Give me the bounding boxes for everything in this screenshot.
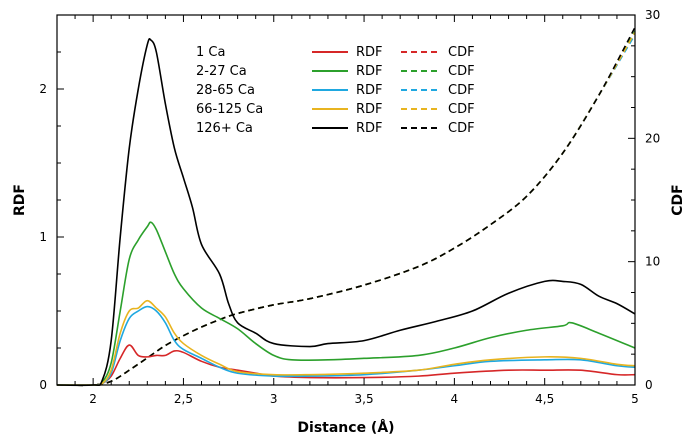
y-right-tick-label: 20 <box>645 131 660 145</box>
legend-cdf-label-126plus-ca: CDF <box>448 121 475 136</box>
y-left-tick-label: 0 <box>39 378 47 392</box>
legend-label-28-65-ca: 28-65 Ca <box>196 83 255 98</box>
axis-ticks <box>56 14 636 386</box>
legend-rdf-label-2-27-ca: RDF <box>356 64 383 79</box>
y-right-tick-label: 10 <box>645 255 660 269</box>
legend-rdf-label-126plus-ca: RDF <box>356 121 383 136</box>
x-tick-label: 3 <box>270 392 278 406</box>
y-axis-right-title: CDF <box>670 184 684 215</box>
legend: 1 Ca RDF CDF 2-27 Ca RDF CDF 28-65 Ca RDF CDF 66-… <box>196 45 475 136</box>
x-tick-label: 2 <box>89 392 97 406</box>
x-tick-label: 5 <box>631 392 639 406</box>
rdf-line-2-27-ca <box>56 221 636 387</box>
legend-cdf-label-2-27-ca: CDF <box>448 64 475 79</box>
plot-series <box>56 26 636 387</box>
rdf-line-28-65-ca <box>56 305 636 386</box>
x-tick-label: 2,5 <box>174 392 193 406</box>
x-tick-label: 4 <box>451 392 459 406</box>
legend-label-1-ca: 1 Ca <box>196 45 225 60</box>
x-axis-title: Distance (Å) <box>297 419 394 436</box>
legend-cdf-label-28-65-ca: CDF <box>448 83 475 98</box>
y-left-tick-label: 2 <box>39 82 47 96</box>
legend-label-2-27-ca: 2-27 Ca <box>196 64 247 79</box>
cdf-line-126plus-ca <box>56 26 636 387</box>
y-right-tick-label: 30 <box>645 8 660 22</box>
rdf-line-126plus-ca <box>56 38 636 387</box>
legend-rdf-label-28-65-ca: RDF <box>356 83 383 98</box>
legend-rdf-label-1-ca: RDF <box>356 45 383 60</box>
y-left-tick-label: 1 <box>39 230 47 244</box>
legend-label-126plus-ca: 126+ Ca <box>196 121 253 136</box>
legend-rdf-label-66-125-ca: RDF <box>356 102 383 117</box>
rdf-line-1-ca <box>56 344 636 386</box>
legend-cdf-label-66-125-ca: CDF <box>448 102 475 117</box>
x-tick-label: 4,5 <box>535 392 554 406</box>
legend-label-66-125-ca: 66-125 Ca <box>196 102 263 117</box>
legend-cdf-label-1-ca: CDF <box>448 45 475 60</box>
y-right-tick-label: 0 <box>645 378 653 392</box>
y-axis-left-title: RDF <box>12 184 28 216</box>
rdf-line-66-125-ca <box>56 299 636 386</box>
x-tick-label: 3,5 <box>355 392 374 406</box>
